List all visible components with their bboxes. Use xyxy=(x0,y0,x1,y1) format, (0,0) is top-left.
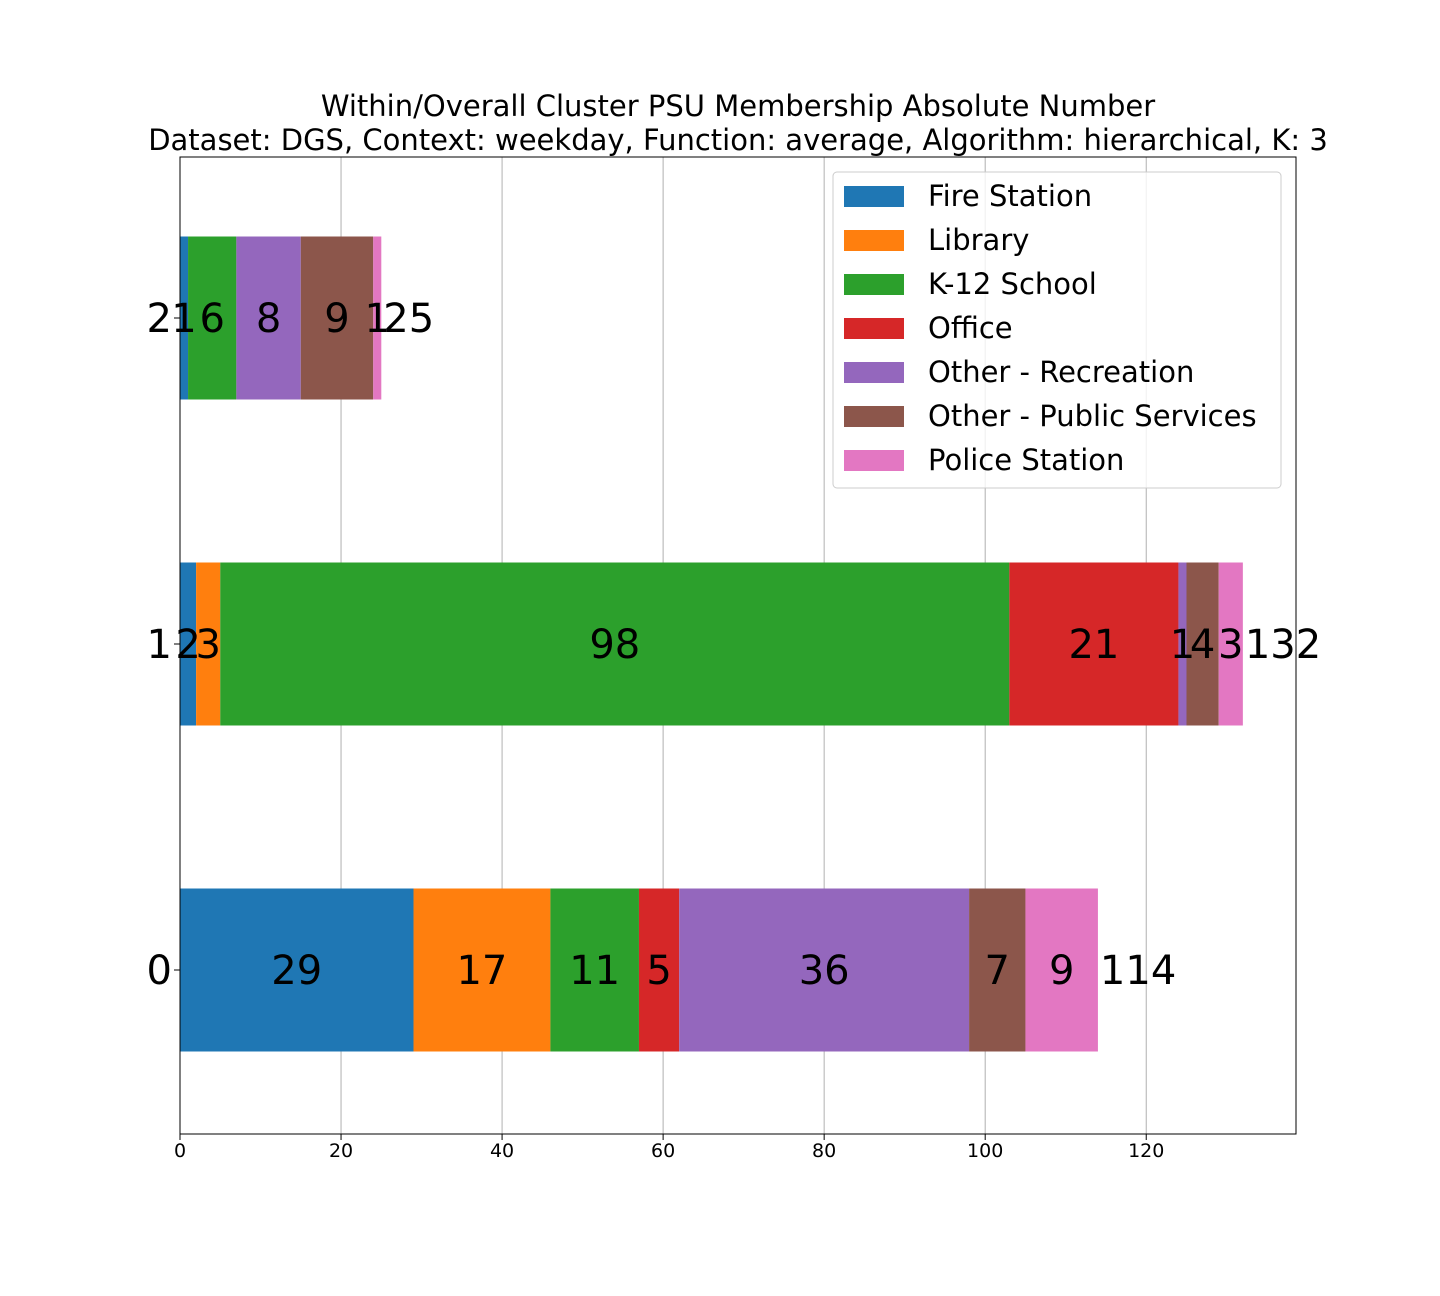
legend-label-other-recreation: Other - Recreation xyxy=(928,355,1194,389)
segment-value-label: 21 xyxy=(1068,622,1119,668)
x-tick-label: 100 xyxy=(967,1140,1003,1162)
legend: Fire Station Library K-12 School Office Othe… xyxy=(832,171,1282,489)
legend-swatch-library xyxy=(844,230,904,251)
bar-total-label: 132 xyxy=(1245,622,1321,668)
chart-title: Within/Overall Cluster PSU Membership Ab… xyxy=(321,89,1155,123)
segment-value-label: 3 xyxy=(1218,622,1243,668)
legend-swatch-k-12-school xyxy=(844,274,904,295)
legend-swatch-fire-station xyxy=(844,186,904,207)
legend-swatch-other-public-services xyxy=(844,406,904,427)
bar-total-label: 25 xyxy=(383,296,434,342)
bar-segment-police-station-cluster-1 xyxy=(1218,562,1243,726)
y-tick-label: 2 xyxy=(147,296,172,342)
segment-value-label: 9 xyxy=(1049,948,1074,994)
segment-value-label: 98 xyxy=(589,622,640,668)
bar-segment-other-public-services-cluster-2 xyxy=(300,236,374,400)
x-tick-label: 80 xyxy=(812,1140,836,1162)
segment-value-label: 6 xyxy=(199,296,224,342)
y-axis: 0 1 2 xyxy=(147,296,180,994)
x-axis: 0 20 40 60 80 100 120 xyxy=(174,1134,1164,1162)
segment-value-label: 1 xyxy=(171,296,196,342)
legend-swatch-other-recreation xyxy=(844,362,904,383)
segment-value-label: 7 xyxy=(985,948,1010,994)
y-tick-label: 0 xyxy=(147,948,172,994)
segment-value-label: 9 xyxy=(324,296,349,342)
bar-segment-fire-station-cluster-2 xyxy=(180,236,189,400)
legend-label-other-public-services: Other - Public Services xyxy=(928,399,1257,433)
x-tick-label: 0 xyxy=(174,1140,186,1162)
legend-swatch-police-station xyxy=(844,450,904,471)
bars xyxy=(180,236,1243,1052)
plot-frame xyxy=(179,156,1297,1135)
segment-value-label: 1 xyxy=(1170,622,1195,668)
bar-segment-police-station-cluster-2 xyxy=(373,236,382,400)
bar-segment-k-12-school-cluster-1 xyxy=(220,562,1010,726)
segment-value-label: 17 xyxy=(456,948,507,994)
x-tick-label: 40 xyxy=(490,1140,514,1162)
bar-segment-other-recreation-cluster-2 xyxy=(236,236,301,400)
bar-total-label: 114 xyxy=(1100,948,1176,994)
legend-swatch-office xyxy=(844,318,904,339)
y-tick-label: 1 xyxy=(147,622,172,668)
legend-label-k-12-school: K-12 School xyxy=(928,267,1097,301)
x-tick-label: 120 xyxy=(1128,1140,1164,1162)
segment-value-label: 5 xyxy=(646,948,671,994)
x-tick-label: 20 xyxy=(329,1140,353,1162)
legend-label-fire-station: Fire Station xyxy=(928,179,1092,213)
bar-segment-other-public-services-cluster-0 xyxy=(969,888,1026,1052)
x-tick-label: 60 xyxy=(651,1140,675,1162)
bar-segment-fire-station-cluster-1 xyxy=(180,562,197,726)
bar-segment-office-cluster-1 xyxy=(1009,562,1179,726)
segment-value-label: 36 xyxy=(799,948,850,994)
bar-segment-library-cluster-1 xyxy=(196,562,221,726)
bar-segment-other-recreation-cluster-1 xyxy=(1178,562,1187,726)
bar-segment-library-cluster-0 xyxy=(413,888,551,1052)
segment-value-label: 3 xyxy=(195,622,220,668)
bar-segment-police-station-cluster-0 xyxy=(1025,888,1098,1052)
bar-segment-other-recreation-cluster-0 xyxy=(679,888,970,1052)
bar-segment-office-cluster-0 xyxy=(638,888,680,1052)
legend-frame xyxy=(832,171,1282,489)
segment-value-label: 29 xyxy=(271,948,322,994)
segment-value-label: 11 xyxy=(569,948,620,994)
bar-segment-k-12-school-cluster-2 xyxy=(188,236,237,400)
segment-value-label: 8 xyxy=(256,296,281,342)
chart-subtitle: Dataset: DGS, Context: weekday, Function… xyxy=(148,123,1328,157)
bar-segment-other-public-services-cluster-1 xyxy=(1186,562,1219,726)
segment-value-label: 1 xyxy=(365,296,390,342)
legend-label-police-station: Police Station xyxy=(928,443,1124,477)
legend-label-office: Office xyxy=(928,311,1013,345)
bar-segment-k-12-school-cluster-0 xyxy=(550,888,639,1052)
legend-label-library: Library xyxy=(928,223,1029,257)
bar-segment-fire-station-cluster-0 xyxy=(180,888,414,1052)
segment-value-label: 4 xyxy=(1190,622,1215,668)
